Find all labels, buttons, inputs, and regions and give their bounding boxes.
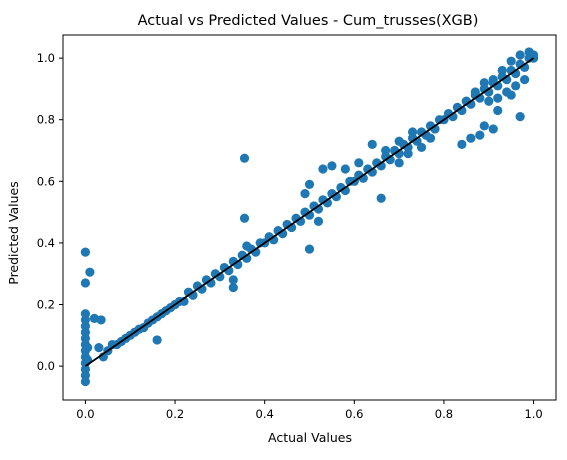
y-axis-label: Predicted Values [6, 181, 21, 285]
data-point [242, 241, 252, 251]
data-point [497, 65, 507, 76]
axis-ticks: 0.0 0.2 0.4 0.6 0.8 1.0 0.0 0.2 0.4 0.6 0.8 1.0 [37, 51, 543, 421]
data-point [520, 75, 530, 85]
data-point [304, 244, 315, 254]
ideal-fit-line [84, 57, 535, 367]
data-point [403, 148, 413, 159]
data-point [239, 153, 250, 163]
x-tick-label: 0.0 [76, 407, 94, 421]
data-point [239, 213, 250, 223]
data-point [506, 90, 516, 100]
data-point [475, 130, 485, 140]
chart-title: Actual vs Predicted Values - Cum_trusses… [138, 13, 479, 29]
data-point [228, 275, 238, 285]
y-tick-label: 1.0 [37, 51, 55, 65]
data-point [80, 247, 91, 257]
data-point [470, 87, 480, 97]
y-tick-label: 0.4 [37, 236, 55, 250]
data-point [511, 81, 521, 91]
x-tick-label: 0.4 [256, 407, 274, 421]
data-point [327, 161, 337, 171]
data-point [85, 267, 95, 277]
y-tick-label: 0.0 [37, 359, 55, 373]
data-point [313, 216, 324, 226]
data-point [228, 282, 238, 293]
x-tick-label: 0.6 [345, 407, 363, 421]
data-point [354, 158, 364, 168]
data-point [493, 105, 503, 116]
data-point [376, 193, 386, 203]
y-tick-label: 0.2 [37, 298, 55, 312]
x-axis-label: Actual Values [268, 430, 352, 445]
data-point [528, 50, 539, 60]
data-point [80, 278, 91, 288]
data-point [484, 96, 494, 106]
data-point [94, 343, 104, 353]
data-point [83, 343, 93, 353]
data-point [394, 158, 404, 168]
data-point [515, 50, 525, 60]
data-point [466, 133, 476, 143]
x-tick-label: 1.0 [524, 407, 542, 421]
data-point [457, 139, 467, 149]
data-point [80, 376, 91, 387]
data-point [488, 124, 498, 134]
data-point [479, 78, 489, 88]
data-point [300, 189, 310, 199]
data-point [407, 127, 418, 137]
data-point [318, 164, 328, 174]
data-point [340, 164, 350, 174]
ideal-line-layer [84, 57, 535, 367]
x-tick-label: 0.2 [166, 407, 184, 421]
data-point [488, 75, 498, 85]
data-point [394, 136, 404, 146]
data-point [506, 56, 516, 66]
data-point [493, 93, 503, 103]
data-point [425, 133, 436, 143]
data-point [152, 335, 162, 345]
data-point [381, 145, 391, 156]
data-point [96, 315, 106, 325]
plot-frame [62, 34, 557, 401]
y-tick-label: 0.8 [37, 113, 55, 127]
x-tick-label: 0.8 [435, 407, 453, 421]
data-point [367, 139, 377, 149]
data-point [304, 179, 315, 189]
data-point [515, 112, 525, 122]
data-point [479, 121, 489, 131]
y-tick-label: 0.6 [37, 174, 55, 188]
data-point [416, 142, 427, 153]
